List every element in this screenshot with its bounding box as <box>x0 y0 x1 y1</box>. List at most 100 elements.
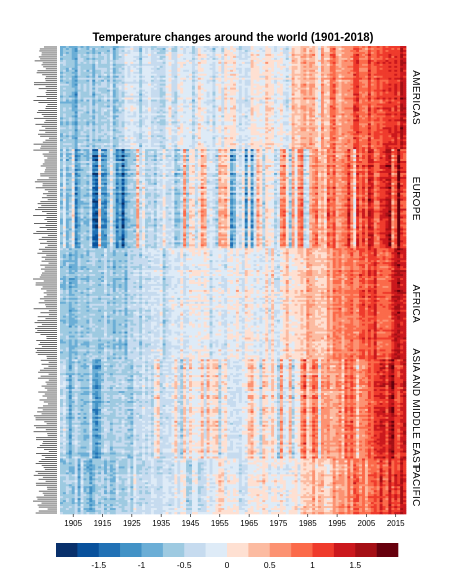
heatmap-cell <box>198 82 201 84</box>
heatmap-cell <box>171 54 174 56</box>
heatmap-cell <box>139 62 142 64</box>
heatmap-cell <box>292 100 295 102</box>
heatmap-cell <box>383 107 386 109</box>
heatmap-cell <box>306 113 309 115</box>
heatmap-cell <box>268 82 271 84</box>
heatmap-cell <box>166 62 169 64</box>
heatmap-cell <box>374 62 377 64</box>
heatmap-cell <box>198 100 201 102</box>
heatmap-cell <box>330 100 333 102</box>
heatmap-cell <box>312 68 315 70</box>
heatmap-cell <box>122 94 125 96</box>
heatmap-cell <box>163 113 166 115</box>
heatmap-cell <box>403 48 406 50</box>
heatmap-cell <box>397 100 400 102</box>
heatmap-cell <box>344 82 347 84</box>
heatmap-cell <box>306 74 309 76</box>
heatmap-cell <box>66 54 69 56</box>
heatmap-cell <box>353 62 356 64</box>
heatmap-cell <box>174 107 177 109</box>
heatmap-cell <box>210 113 213 115</box>
heatmap-cell <box>78 82 81 84</box>
heatmap-cell <box>116 74 119 76</box>
heatmap-cell <box>86 125 89 127</box>
heatmap-cell <box>371 125 374 127</box>
heatmap-cell <box>286 88 289 90</box>
heatmap-cell <box>151 88 154 90</box>
heatmap-cell <box>218 119 221 121</box>
heatmap-cell <box>268 94 271 96</box>
heatmap-cell <box>306 62 309 64</box>
heatmap-cell <box>104 107 107 109</box>
heatmap-cell <box>72 113 75 115</box>
heatmap-cell <box>160 88 163 90</box>
heatmap-cell <box>400 54 403 56</box>
heatmap-cell <box>380 125 383 127</box>
heatmap-cell <box>333 107 336 109</box>
heatmap-cell <box>283 88 286 90</box>
heatmap-cell <box>133 74 136 76</box>
heatmap-cell <box>75 62 78 64</box>
heatmap-cell <box>388 88 391 90</box>
heatmap-cell <box>72 100 75 102</box>
heatmap-cell <box>245 88 248 90</box>
heatmap-cell <box>163 107 166 109</box>
heatmap-cell <box>324 54 327 56</box>
heatmap-cell <box>101 113 104 115</box>
heatmap-cell <box>136 68 139 70</box>
heatmap-cell <box>69 119 72 121</box>
heatmap-cell <box>86 100 89 102</box>
heatmap-cell <box>271 68 274 70</box>
heatmap-cell <box>377 68 380 70</box>
heatmap-cell <box>245 94 248 96</box>
heatmap-cell <box>151 82 154 84</box>
heatmap-cell <box>277 119 280 121</box>
heatmap-cell <box>371 68 374 70</box>
heatmap-cell <box>318 125 321 127</box>
heatmap-cell <box>189 68 192 70</box>
heatmap-cell <box>262 100 265 102</box>
heatmap-cell <box>142 74 145 76</box>
heatmap-cell <box>86 88 89 90</box>
heatmap-cell <box>277 62 280 64</box>
heatmap-cell <box>198 94 201 96</box>
heatmap-cell <box>227 94 230 96</box>
heatmap-cell <box>315 125 318 127</box>
heatmap-cell <box>380 107 383 109</box>
heatmap-cell <box>233 107 236 109</box>
heatmap-cell <box>400 48 403 50</box>
heatmap-cell <box>289 119 292 121</box>
heatmap-cell <box>113 68 116 70</box>
heatmap-cell <box>130 48 133 50</box>
heatmap-cell <box>183 100 186 102</box>
heatmap-cell <box>92 119 95 121</box>
heatmap-cell <box>136 82 139 84</box>
heatmap-cell <box>283 54 286 56</box>
heatmap-cell <box>277 107 280 109</box>
heatmap-cell <box>60 125 63 127</box>
heatmap-cell <box>168 100 171 102</box>
heatmap-cell <box>403 88 406 90</box>
heatmap-cell <box>309 74 312 76</box>
heatmap-cell <box>397 62 400 64</box>
heatmap-cell <box>113 125 116 127</box>
heatmap-cell <box>327 100 330 102</box>
heatmap-cell <box>157 74 160 76</box>
heatmap-cell <box>166 119 169 121</box>
heatmap-cell <box>204 94 207 96</box>
heatmap-cell <box>136 119 139 121</box>
heatmap-cell <box>81 74 84 76</box>
heatmap-cell <box>133 125 136 127</box>
heatmap-cell <box>233 100 236 102</box>
heatmap-cell <box>104 48 107 50</box>
heatmap-cell <box>251 62 254 64</box>
heatmap-cell <box>130 100 133 102</box>
heatmap-cell <box>242 54 245 56</box>
heatmap-cell <box>60 107 63 109</box>
heatmap-cell <box>157 88 160 90</box>
heatmap-cell <box>262 74 265 76</box>
heatmap-cell <box>300 82 303 84</box>
heatmap-cell <box>107 82 110 84</box>
heatmap-cell <box>380 119 383 121</box>
heatmap-cell <box>148 68 151 70</box>
